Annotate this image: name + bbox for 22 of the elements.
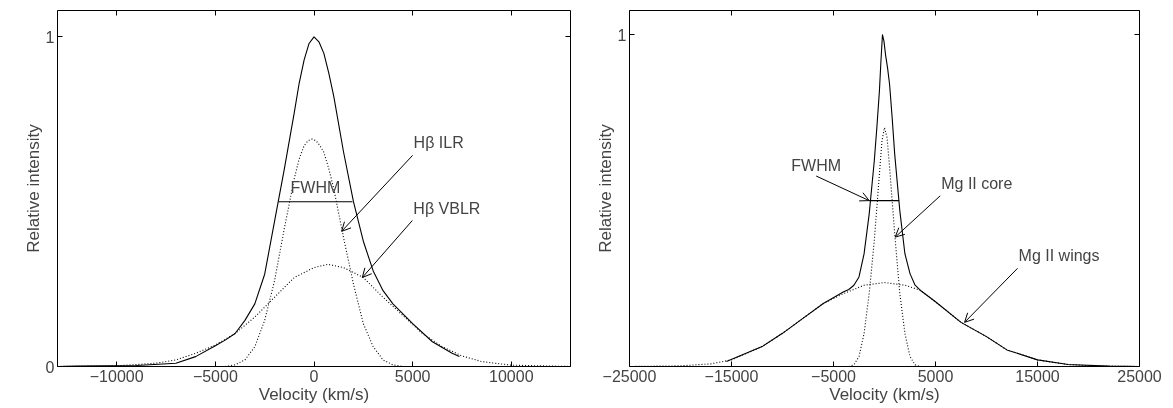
x-tick-label: 10000 (489, 367, 534, 385)
x-axis-title: Velocity (km/s) (258, 384, 370, 404)
text: 1 (617, 26, 627, 44)
annotation: Mg II core (941, 174, 1013, 192)
x-axis-title: Velocity (km/s) (829, 384, 940, 404)
x-tick-label: −5000 (192, 367, 238, 385)
annotation: FWHM (290, 178, 341, 196)
y-axis-title: Relative intensity (23, 123, 43, 253)
x-tick-label: −10000 (89, 367, 144, 385)
y-axis-title: Relative intensity (595, 123, 615, 253)
annotation: Mg II wings (1018, 247, 1100, 265)
x-tick-label: −25000 (602, 367, 657, 385)
annotation: FWHM (791, 157, 842, 175)
annotation: Hβ VBLR (413, 199, 481, 217)
annotation: Hβ ILR (413, 134, 464, 152)
x-tick-label: −5000 (811, 367, 857, 385)
x-tick-label: 25000 (1117, 367, 1162, 385)
x-tick-label: 0 (309, 367, 319, 385)
x-tick-label: 5000 (917, 367, 954, 385)
x-tick-label: −15000 (704, 367, 759, 385)
x-tick-label: 15000 (1015, 367, 1060, 385)
x-tick-label: 5000 (394, 367, 431, 385)
